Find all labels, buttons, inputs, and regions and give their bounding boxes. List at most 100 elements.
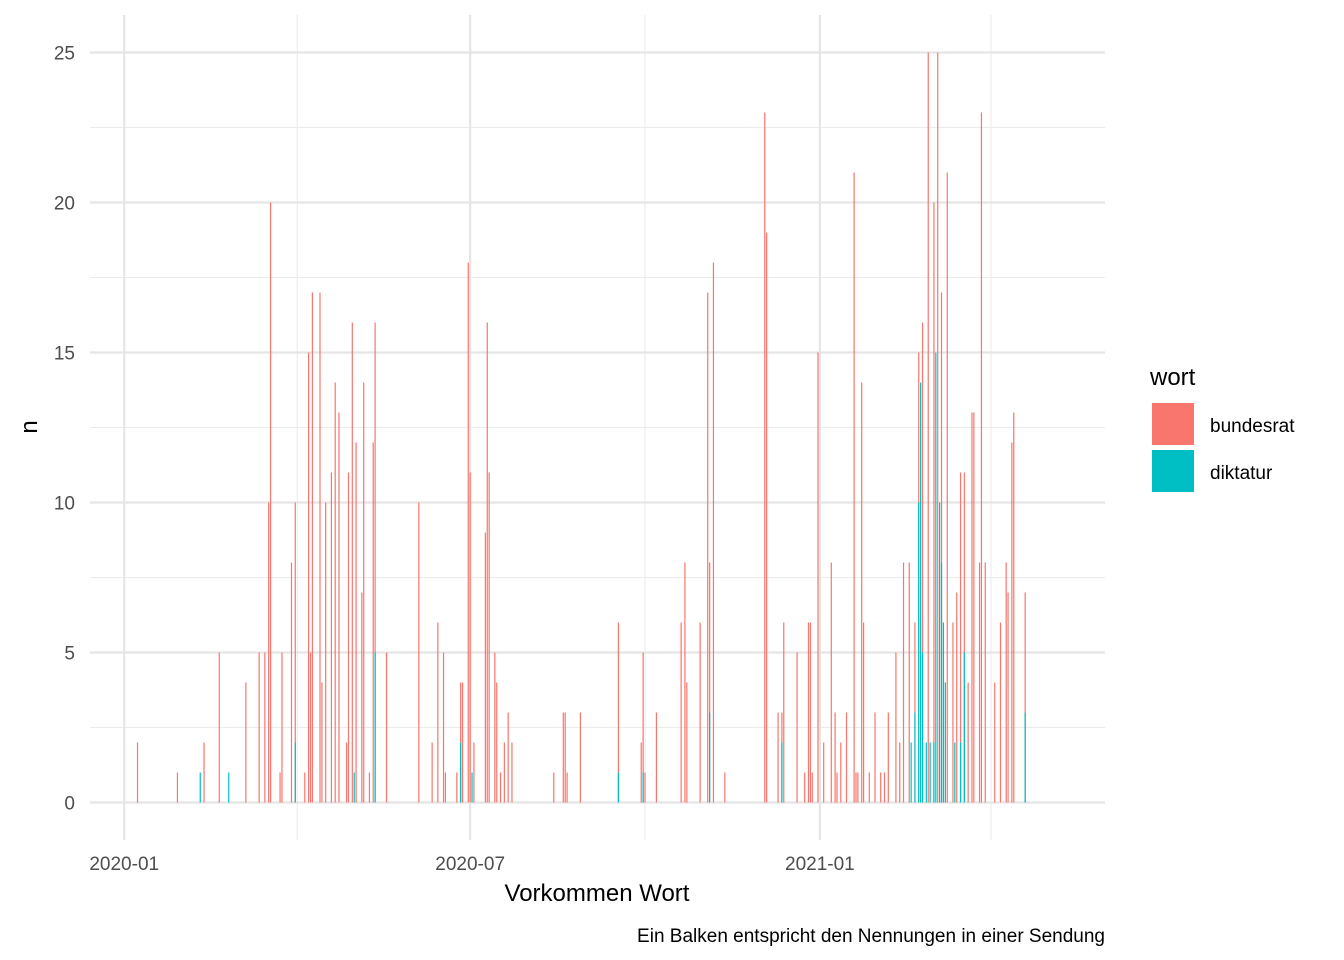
bar-bundesrat <box>1013 412 1015 803</box>
bar-bundesrat <box>1024 592 1026 803</box>
bar-bundesrat <box>686 682 688 803</box>
bar-bundesrat <box>642 652 644 803</box>
bar-bundesrat <box>617 622 620 803</box>
bar-bundesrat <box>385 652 388 803</box>
bar-bundesrat <box>473 742 475 803</box>
bar-diktatur <box>228 772 230 803</box>
bar-bundesrat <box>699 622 701 803</box>
bar-bundesrat <box>940 292 943 803</box>
bar-bundesrat <box>486 322 488 803</box>
legend-label-diktatur: diktatur <box>1210 463 1273 484</box>
bar-bundesrat <box>766 232 768 803</box>
bar-bundesrat <box>853 172 855 803</box>
bar-bundesrat <box>562 712 564 803</box>
legend-title: wort <box>1149 364 1196 391</box>
bar-bundesrat <box>203 742 205 803</box>
bar-bundesrat <box>1011 442 1013 803</box>
bar-bundesrat <box>325 502 327 803</box>
bar-bundesrat <box>823 742 825 803</box>
bar-bundesrat <box>899 742 901 803</box>
x-tick-labels: 2020-01 2020-07 2021-01 <box>89 854 854 875</box>
bar-bundesrat <box>309 652 312 803</box>
bar-bundesrat <box>836 772 838 803</box>
bar-diktatur <box>963 652 965 803</box>
bar-bundesrat <box>845 712 848 803</box>
bar-diktatur <box>920 382 922 803</box>
bar-bundesrat <box>984 562 986 803</box>
caption: Ein Balken entspricht den Nennungen in e… <box>637 926 1105 947</box>
bar-bundesrat <box>956 592 958 803</box>
bar-bundesrat <box>334 382 336 803</box>
bar-diktatur <box>940 562 943 803</box>
bar-bundesrat <box>971 412 973 803</box>
y-tick-label: 10 <box>54 494 75 515</box>
bar-bundesrat <box>361 592 363 803</box>
bar-bundesrat <box>874 712 876 803</box>
y-tick-label: 25 <box>54 44 75 65</box>
legend-key-diktatur <box>1152 450 1194 492</box>
bar-bundesrat <box>883 772 886 803</box>
bar-bundesrat <box>921 322 924 803</box>
bar-diktatur <box>1024 712 1026 803</box>
bar-bundesrat <box>994 682 996 803</box>
bar-bundesrat <box>840 742 842 803</box>
bar-bundesrat <box>963 472 965 803</box>
bar-bundesrat <box>499 772 502 803</box>
bar-diktatur <box>471 772 473 803</box>
bar-bundesrat <box>218 652 220 803</box>
bar-bundesrat <box>431 742 433 803</box>
bar-bundesrat <box>503 742 505 803</box>
bar-bundesrat <box>330 472 332 803</box>
bar-bundesrat <box>908 562 910 803</box>
bar-bundesrat <box>290 562 293 803</box>
bar-bundesrat <box>307 352 310 803</box>
x-tick-label: 2021-01 <box>785 854 855 875</box>
bar-diktatur <box>959 742 962 803</box>
bar-bundesrat <box>279 772 281 803</box>
y-tick-label: 20 <box>54 194 75 215</box>
bar-bundesrat <box>319 292 321 803</box>
bar-bundesrat <box>511 742 513 803</box>
bar-bundesrat <box>566 772 568 803</box>
bar-bundesrat <box>863 622 865 803</box>
bar-diktatur <box>910 742 912 803</box>
bar-bundesrat <box>857 772 859 803</box>
bar-bundesrat <box>707 292 709 803</box>
bar-diktatur <box>944 682 946 803</box>
bar-bundesrat <box>967 682 969 803</box>
bar-bundesrat <box>442 652 445 803</box>
bar-bundesrat <box>579 712 581 803</box>
bar-bundesrat <box>684 562 686 803</box>
x-tick-label: 2020-01 <box>89 854 159 875</box>
bar-diktatur <box>954 742 956 803</box>
bar-bundesrat <box>830 562 832 803</box>
bar-bundesrat <box>640 742 642 803</box>
bar-bundesrat <box>355 442 357 803</box>
bar-bundesrat <box>311 292 313 803</box>
bar-bundesrat <box>176 772 179 803</box>
bar-bundesrat <box>783 622 785 803</box>
bar-bundesrat <box>959 472 962 803</box>
bar-bundesrat <box>777 712 779 803</box>
bar-bundesrat <box>418 502 420 803</box>
bar-diktatur <box>374 652 376 803</box>
y-tick-labels: 0 5 10 15 20 25 <box>54 44 75 815</box>
bar-bundesrat <box>136 742 139 803</box>
bar-bundesrat <box>374 322 376 803</box>
legend-label-bundesrat: bundesrat <box>1210 416 1295 437</box>
bar-bundesrat <box>999 622 1002 803</box>
bar-bundesrat <box>927 52 929 803</box>
bar-bundesrat <box>494 652 496 803</box>
x-axis-title: Vorkommen Wort <box>505 880 690 907</box>
bar-bundesrat <box>887 712 889 803</box>
bar-bundesrat <box>469 472 471 803</box>
bars <box>136 52 1026 803</box>
bar-bundesrat <box>817 352 819 803</box>
bar-bundesrat <box>269 202 272 803</box>
bar-bundesrat <box>351 322 353 803</box>
bar-diktatur <box>935 352 937 803</box>
bar-bundesrat <box>268 502 270 803</box>
bar-diktatur <box>921 652 924 803</box>
bar-diktatur <box>460 742 462 803</box>
